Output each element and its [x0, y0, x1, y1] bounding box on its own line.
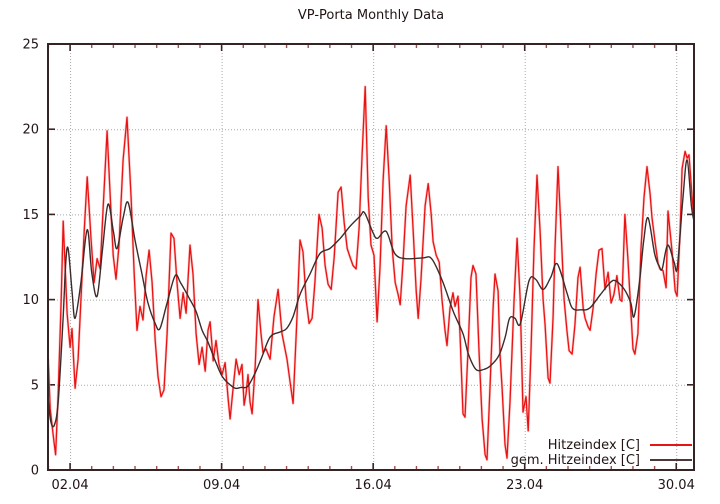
x-tick-label: 02.04	[51, 478, 88, 493]
y-tick-label: 15	[22, 208, 39, 223]
chart-title: VP-Porta Monthly Data	[297, 8, 445, 23]
y-tick-label: 10	[22, 293, 39, 308]
x-minor-ticks	[47, 44, 656, 470]
x-tick-label: 16.04	[355, 478, 392, 493]
y-tick-label: 5	[31, 378, 39, 393]
hitzeindex-series-halo	[49, 85, 693, 462]
legend-line-sample-red	[650, 444, 692, 446]
legend-item-gem-hitzeindex: gem. Hitzeindex [C]	[510, 452, 692, 468]
x-tick-label: 30.04	[658, 478, 695, 493]
legend-label-gem-hitzeindex: gem. Hitzeindex [C]	[510, 452, 640, 468]
hitzeindex-series-path	[49, 85, 693, 461]
y-tick-label: 25	[22, 38, 39, 53]
legend-item-hitzeindex: Hitzeindex [C]	[547, 437, 692, 453]
x-tick-labels: 02.04 09.04 16.04 23.04 30.04	[51, 478, 694, 493]
x-tick-label: 09.04	[203, 478, 240, 493]
gem-hitzeindex-series-path	[49, 159, 693, 428]
legend-line-sample-dark	[650, 459, 692, 461]
y-tick-label: 20	[22, 123, 39, 138]
plot-border	[47, 43, 695, 471]
legend-label-hitzeindex: Hitzeindex [C]	[547, 437, 640, 453]
series-group	[49, 85, 693, 462]
y-tick-label: 0	[31, 464, 39, 479]
chart-legend: Hitzeindex [C] gem. Hitzeindex [C]	[510, 437, 692, 468]
y-tick-labels: 0 5 10 15 20 25	[22, 38, 39, 479]
x-tick-label: 23.04	[506, 478, 543, 493]
